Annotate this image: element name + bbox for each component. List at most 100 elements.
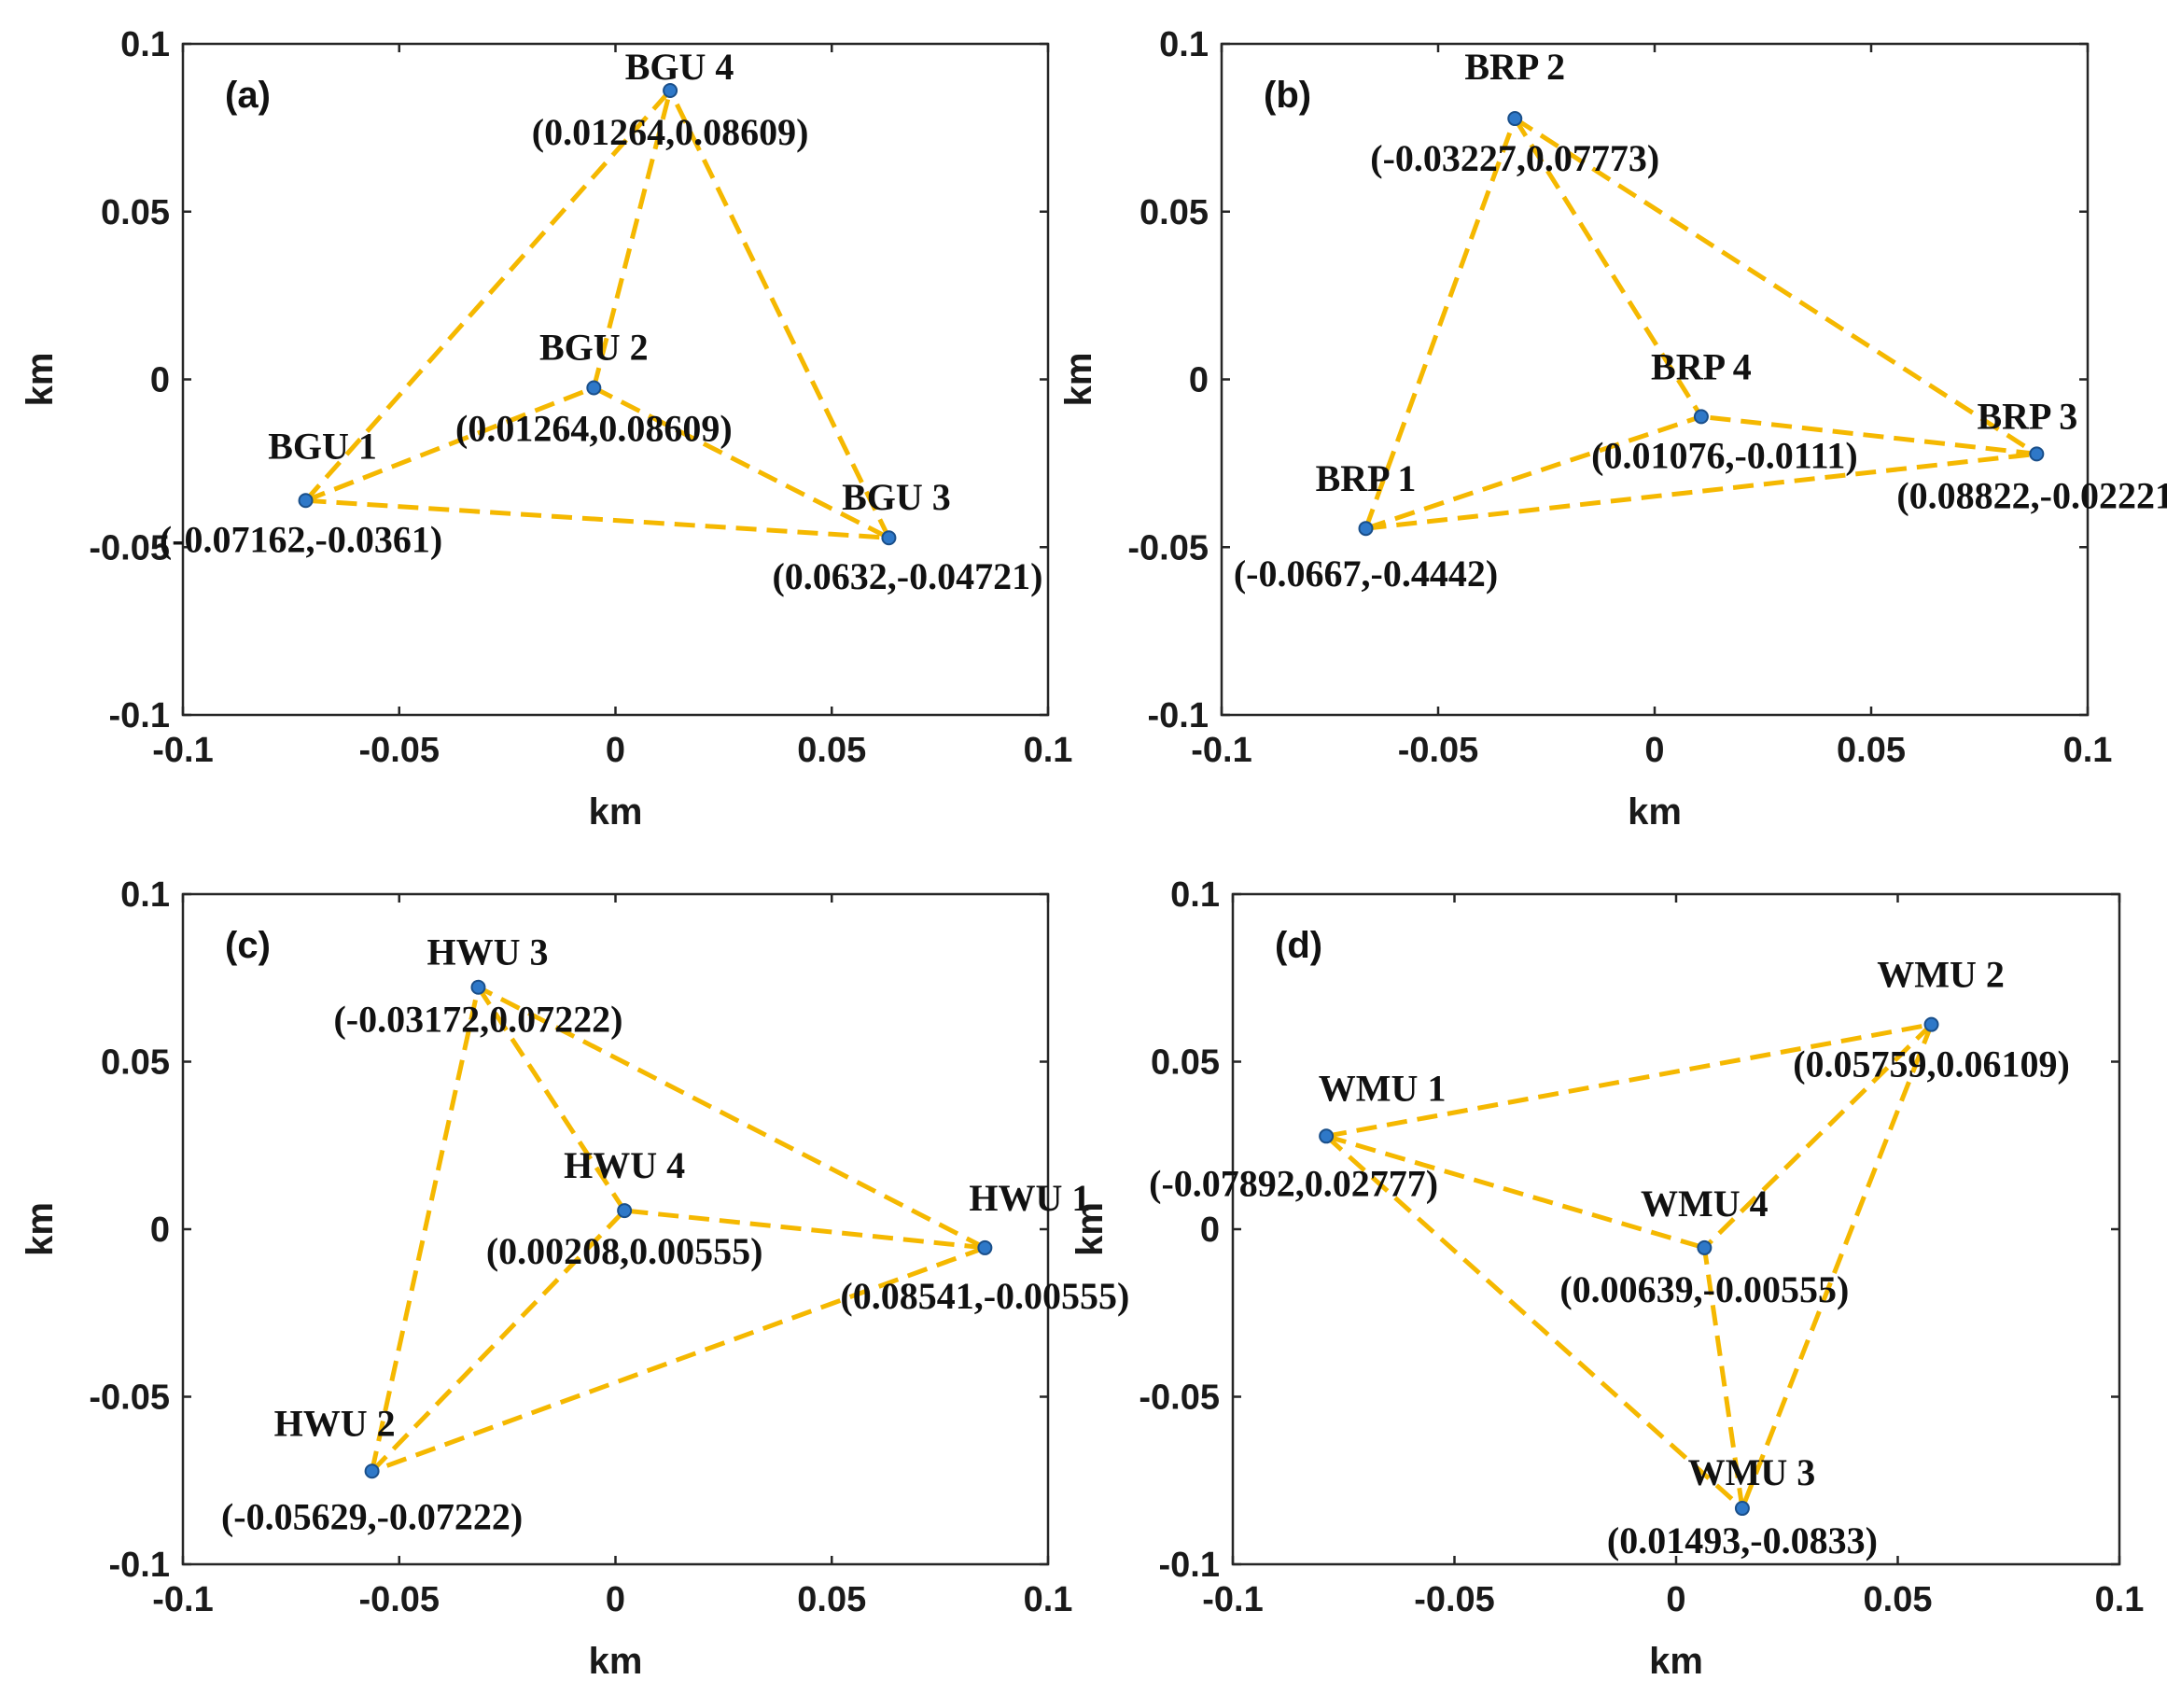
x-tick-label: -0.1 xyxy=(152,1580,213,1619)
point-name-label: BRP 2 xyxy=(1464,46,1565,88)
connection-line xyxy=(1701,1247,1745,1509)
y-tick-label: 0 xyxy=(1200,1211,1220,1250)
point-coordinate-label: (0.00639,-0.00555) xyxy=(1559,1268,1849,1310)
chart-panel-d: -0.1 -0.05 0 0.05 0.1 -0.1 -0.05 0 0.05 0.1 km km (d… xyxy=(1070,875,2144,1682)
x-tick-label: 0.05 xyxy=(1864,1580,1933,1619)
y-tick-label: 0.1 xyxy=(120,25,170,64)
point-coordinate-label: (0.01493,-0.0833) xyxy=(1607,1519,1878,1561)
point-coordinate-label: (0.01076,-0.0111) xyxy=(1591,434,1858,476)
point-name-label: BGU 3 xyxy=(842,476,951,518)
connection-line xyxy=(1325,1133,1706,1251)
point-name-label: BGU 1 xyxy=(268,425,377,467)
y-tick-label: 0.05 xyxy=(101,193,170,232)
y-axis-label: km xyxy=(20,1202,61,1256)
y-tick-label: -0.1 xyxy=(1159,1546,1220,1585)
data-point xyxy=(364,1463,380,1479)
chart-panel-c: -0.1 -0.05 0 0.05 0.1 -0.1 -0.05 0 0.05 0.1 km km (c… xyxy=(20,875,1129,1682)
data-point xyxy=(881,530,897,546)
panel-label: (c) xyxy=(225,925,271,966)
point-coordinate-label: (-0.07892,0.02777) xyxy=(1149,1162,1438,1204)
y-tick-label: -0.05 xyxy=(89,528,170,567)
data-point xyxy=(663,83,678,99)
x-tick-label: -0.05 xyxy=(358,1580,440,1619)
x-tick-label: -0.05 xyxy=(358,731,440,770)
chart-panel-b: -0.1 -0.05 0 0.05 0.1 -0.1 -0.05 0 0.05 0.1 km km (b… xyxy=(1058,25,2167,833)
y-axis-label: km xyxy=(1070,1202,1111,1256)
data-point xyxy=(1693,409,1709,425)
point-coordinate-label: (-0.03172,0.07222) xyxy=(333,999,622,1041)
y-tick-label: -0.05 xyxy=(1139,1379,1220,1418)
connection-line xyxy=(1513,116,2038,456)
x-tick-label: -0.1 xyxy=(152,731,213,770)
x-tick-label: 0.05 xyxy=(797,731,866,770)
point-name-label: BGU 4 xyxy=(625,46,734,88)
y-tick-label: -0.1 xyxy=(109,1546,170,1585)
point-coordinate-label: (0.08822,-0.02221) xyxy=(1896,474,2167,516)
y-tick-label: 0.05 xyxy=(1151,1043,1220,1083)
connection-line xyxy=(370,987,481,1472)
data-point xyxy=(1734,1501,1750,1517)
x-axis-label: km xyxy=(589,791,643,833)
y-tick-label: 0.05 xyxy=(101,1043,170,1083)
connection-line xyxy=(1325,1022,1933,1139)
point-coordinate-label: (0.08541,-0.00555) xyxy=(840,1275,1129,1317)
data-point xyxy=(1697,1239,1713,1255)
y-tick-label: 0.1 xyxy=(1159,25,1209,64)
connection-line xyxy=(476,986,627,1212)
point-name-label: BGU 2 xyxy=(539,326,649,368)
point-name-label: HWU 1 xyxy=(969,1177,1090,1219)
data-point xyxy=(298,493,314,509)
y-tick-label: 0.1 xyxy=(1170,875,1220,915)
connection-line xyxy=(477,985,986,1251)
x-tick-label: 0.1 xyxy=(2095,1580,2145,1619)
data-point xyxy=(2029,446,2045,462)
y-tick-label: 0 xyxy=(150,361,170,400)
point-name-label: HWU 2 xyxy=(274,1402,396,1444)
data-point xyxy=(586,380,602,396)
connection-line xyxy=(1365,451,2037,531)
panel-label: (d) xyxy=(1275,925,1322,966)
point-name-label: WMU 2 xyxy=(1877,954,2005,996)
point-coordinate-label: (0.00208,0.00555) xyxy=(486,1230,763,1272)
x-tick-label: 0.1 xyxy=(1024,731,1073,770)
panel-label: (a) xyxy=(225,75,271,116)
panel-label: (b) xyxy=(1264,75,1311,116)
point-name-label: BRP 3 xyxy=(1977,395,2077,437)
connection-line xyxy=(667,89,891,539)
point-coordinate-label: (-0.05629,-0.07222) xyxy=(221,1495,523,1537)
point-coordinate-label: (0.05759,0.06109) xyxy=(1793,1043,2070,1085)
x-tick-label: 0 xyxy=(606,731,625,770)
x-tick-label: 0.05 xyxy=(1837,731,1906,770)
y-tick-label: 0.1 xyxy=(120,875,170,915)
x-axis-label: km xyxy=(1649,1641,1703,1682)
x-tick-label: -0.05 xyxy=(1414,1580,1495,1619)
x-tick-label: -0.05 xyxy=(1398,731,1479,770)
point-coordinate-label: (-0.0667,-0.4442) xyxy=(1234,553,1498,595)
point-coordinate-label: (-0.03227,0.07773) xyxy=(1370,137,1659,179)
y-tick-label: 0 xyxy=(150,1211,170,1250)
point-coordinate-label: (0.01264,0.08609) xyxy=(455,407,733,449)
data-point xyxy=(1923,1016,1939,1032)
connection-line xyxy=(591,90,673,389)
connection-line xyxy=(1363,118,1517,530)
point-name-label: BRP 1 xyxy=(1316,457,1417,499)
y-tick-label: 0 xyxy=(1189,361,1209,400)
x-tick-label: 0 xyxy=(1666,1580,1685,1619)
connection-line xyxy=(304,385,595,503)
point-name-label: HWU 3 xyxy=(426,931,548,973)
x-tick-label: 0.05 xyxy=(797,1580,866,1619)
connection-line xyxy=(305,497,889,540)
point-name-label: WMU 1 xyxy=(1319,1067,1447,1109)
point-name-label: BRP 4 xyxy=(1651,345,1752,387)
y-axis-label: km xyxy=(20,353,61,407)
data-point xyxy=(1507,111,1523,127)
x-tick-label: -0.1 xyxy=(1191,731,1251,770)
point-name-label: HWU 4 xyxy=(564,1144,685,1186)
x-tick-label: 0.1 xyxy=(1024,1580,1073,1619)
data-point xyxy=(1358,521,1374,537)
data-point xyxy=(617,1203,633,1219)
point-coordinate-label: (0.01264,0.08609) xyxy=(532,111,809,153)
x-axis-label: km xyxy=(1628,791,1682,833)
point-coordinate-label: (0.0632,-0.04721) xyxy=(772,555,1042,597)
